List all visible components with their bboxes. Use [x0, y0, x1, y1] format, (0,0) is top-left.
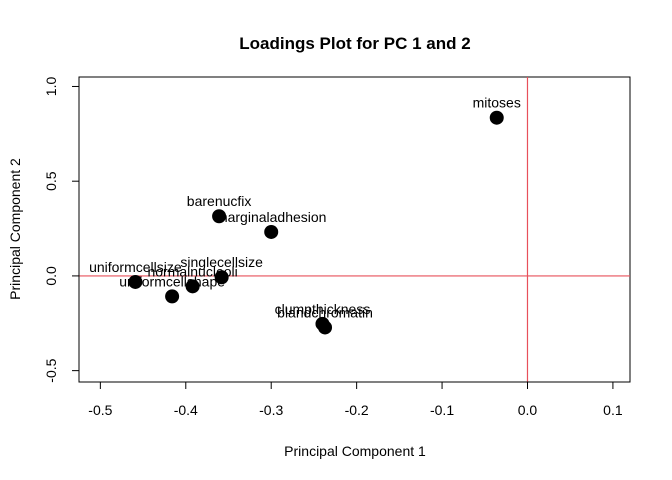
point-label: normalnucleoli: [147, 263, 237, 279]
x-tick-label: -0.1: [430, 402, 454, 418]
point-label: uniformcellshape: [119, 273, 225, 289]
data-point: [264, 224, 279, 239]
data-point: [318, 320, 333, 335]
reference-lines: [79, 77, 630, 382]
point-label: uniformcellsize: [89, 259, 182, 275]
data-point: [128, 274, 143, 289]
x-axis-label: Principal Component 1: [284, 443, 426, 459]
point-label: blandchromatin: [277, 304, 373, 320]
x-tick-label: 0.1: [603, 402, 623, 418]
y-tick-label: 1.0: [43, 77, 59, 97]
point-label: barenucfix: [187, 193, 252, 209]
data-point: [165, 289, 180, 304]
data-point: [489, 110, 504, 125]
point-label: mitoses: [473, 95, 521, 111]
data-point: [185, 279, 200, 294]
y-tick-label: 0.0: [43, 266, 59, 286]
point-label: marginaladhesion: [216, 209, 327, 225]
chart-title: Loadings Plot for PC 1 and 2: [239, 34, 470, 53]
data-point: [214, 270, 229, 285]
y-axis: -0.5 0.0 0.5 1.0: [43, 77, 80, 383]
x-tick-label: -0.5: [88, 402, 112, 418]
y-tick-label: 0.5: [43, 171, 59, 191]
x-axis: -0.5 -0.4 -0.3 -0.2 -0.1 0.0 0.1: [88, 381, 623, 418]
point-label: clumpthickness: [275, 301, 371, 317]
x-tick-label: 0.0: [518, 402, 538, 418]
y-axis-label: Principal Component 2: [7, 158, 23, 300]
x-tick-label: -0.2: [345, 402, 369, 418]
x-tick-label: -0.4: [174, 402, 198, 418]
data-points: [128, 110, 504, 335]
point-label: singlecellsize: [180, 254, 263, 270]
data-point: [212, 209, 227, 224]
x-tick-label: -0.3: [259, 402, 283, 418]
plot-area-border: [78, 76, 631, 383]
y-tick-label: -0.5: [43, 358, 59, 382]
